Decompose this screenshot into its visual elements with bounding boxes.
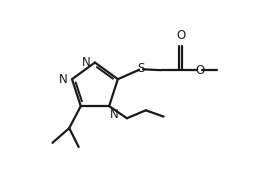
Text: O: O xyxy=(176,29,185,42)
Text: S: S xyxy=(137,62,144,75)
Text: N: N xyxy=(109,108,118,121)
Text: N: N xyxy=(81,56,90,69)
Text: O: O xyxy=(195,64,204,77)
Text: N: N xyxy=(59,73,67,86)
